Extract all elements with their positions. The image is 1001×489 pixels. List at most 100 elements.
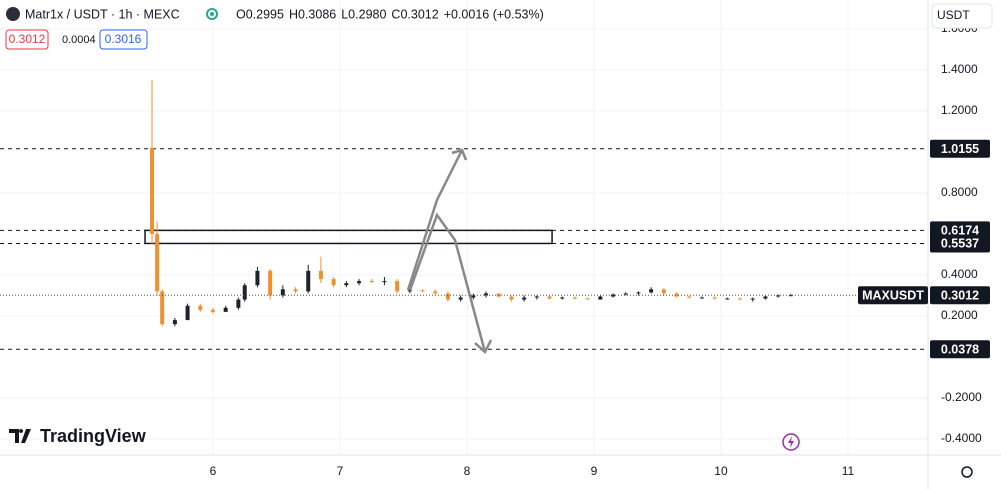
ohlc-value: H0.3086 [289, 7, 336, 21]
candle-body [369, 281, 374, 283]
candle-body [150, 147, 155, 234]
candle-body [534, 296, 539, 298]
candle-body [236, 299, 241, 308]
y-tick-label: 0.8000 [941, 185, 978, 199]
candle-body [407, 290, 412, 292]
level-tag [930, 234, 990, 253]
y-tick-label: -0.2000 [941, 390, 982, 404]
level-label: 0.5537 [941, 237, 979, 251]
candle-body [674, 293, 679, 297]
x-tick-label: 9 [591, 464, 598, 478]
candle-body [725, 298, 730, 300]
sell-price: 0.3012 [9, 32, 46, 46]
candle-body [598, 296, 603, 300]
symbol-label: MAXUSDT [862, 289, 924, 303]
candle-body [160, 291, 165, 325]
candle-body [172, 320, 177, 325]
candle-body [547, 296, 552, 299]
settings-icon[interactable] [961, 466, 973, 478]
symbol-tag [858, 286, 928, 305]
candle-body [509, 296, 514, 300]
ohlc-value: C0.3012 [391, 7, 438, 21]
price-tag [930, 286, 990, 305]
currency-label: USDT [937, 8, 970, 22]
level-label: 0.0378 [941, 343, 979, 357]
candle-body [242, 285, 247, 300]
candle-body [198, 305, 203, 310]
candle-body [458, 297, 463, 300]
x-tick-label: 7 [337, 464, 344, 478]
brand: TradingView [40, 426, 147, 446]
candle-body [255, 270, 260, 286]
candle-body [382, 281, 387, 283]
lightning [788, 436, 794, 448]
candle-body [788, 295, 793, 297]
arrow-head [474, 339, 493, 355]
candle-body [344, 283, 349, 286]
candle-body [738, 298, 743, 300]
level-label: 1.0155 [941, 142, 979, 156]
candle-body [661, 289, 666, 294]
candle-body [712, 297, 717, 299]
candle-body [185, 305, 190, 321]
candle-body [484, 293, 489, 296]
level-tag [930, 340, 990, 359]
y-tick-label: 0.2000 [941, 308, 978, 322]
x-tick-label: 8 [464, 464, 471, 478]
candle-body [471, 295, 476, 298]
currency-button[interactable] [931, 3, 993, 29]
y-tick-label: -0.4000 [941, 431, 982, 445]
symbol-icon [6, 7, 20, 21]
candle-body [572, 297, 577, 299]
candle-body [623, 293, 628, 295]
candle-body [522, 297, 527, 300]
candle-body [306, 270, 311, 292]
ohlc-value: +0.0016 (+0.53%) [444, 7, 544, 21]
x-tick-label: 10 [714, 464, 728, 478]
candle-body [395, 281, 400, 292]
level-label: 0.6174 [941, 224, 979, 238]
spread: 0.0004 [62, 34, 96, 46]
logo-icon [9, 429, 31, 443]
candle-body [611, 294, 616, 297]
ohlc-value: L0.2980 [341, 7, 386, 21]
candle-body [280, 289, 285, 296]
candle-body [445, 293, 450, 300]
arrow-head [451, 148, 468, 161]
candle-body [649, 289, 654, 293]
buy-price: 0.3016 [105, 32, 142, 46]
candle-body [210, 309, 215, 312]
x-tick-label: 6 [210, 464, 217, 478]
candle-body [420, 290, 425, 292]
candle-body [293, 289, 298, 292]
candle-body [223, 307, 228, 312]
ohlc-value: O0.2995 [236, 7, 284, 21]
candle-body [331, 279, 336, 286]
drawn-arrow-down [408, 212, 487, 353]
candle-body [357, 281, 362, 284]
price-label: 0.3012 [941, 289, 979, 303]
candle-body [318, 270, 323, 280]
y-tick-label: 1.4000 [941, 62, 978, 76]
candle-body [699, 297, 704, 299]
candle-body [268, 270, 273, 296]
level-tag [930, 139, 990, 158]
y-tick-label: 1.2000 [941, 103, 978, 117]
zone-box [144, 229, 553, 245]
buy-box[interactable] [99, 29, 148, 50]
candle-body [636, 292, 641, 294]
candle-body [155, 233, 160, 292]
candle-body [776, 295, 781, 297]
x-tick-label: 11 [842, 464, 855, 478]
sell-box[interactable] [5, 29, 49, 50]
candle-body [687, 296, 692, 298]
candle-body [433, 291, 438, 294]
candle-body [763, 296, 768, 299]
candle-body [750, 298, 755, 300]
symbol-title: Matr1x / USDT · 1h · MEXC [25, 7, 180, 21]
ohlc-legend: O0.2995 H0.3086 L0.2980 C0.3012 +0.0016 (+0.… [236, 7, 544, 21]
marks [0, 80, 928, 350]
candle-body [585, 298, 590, 300]
